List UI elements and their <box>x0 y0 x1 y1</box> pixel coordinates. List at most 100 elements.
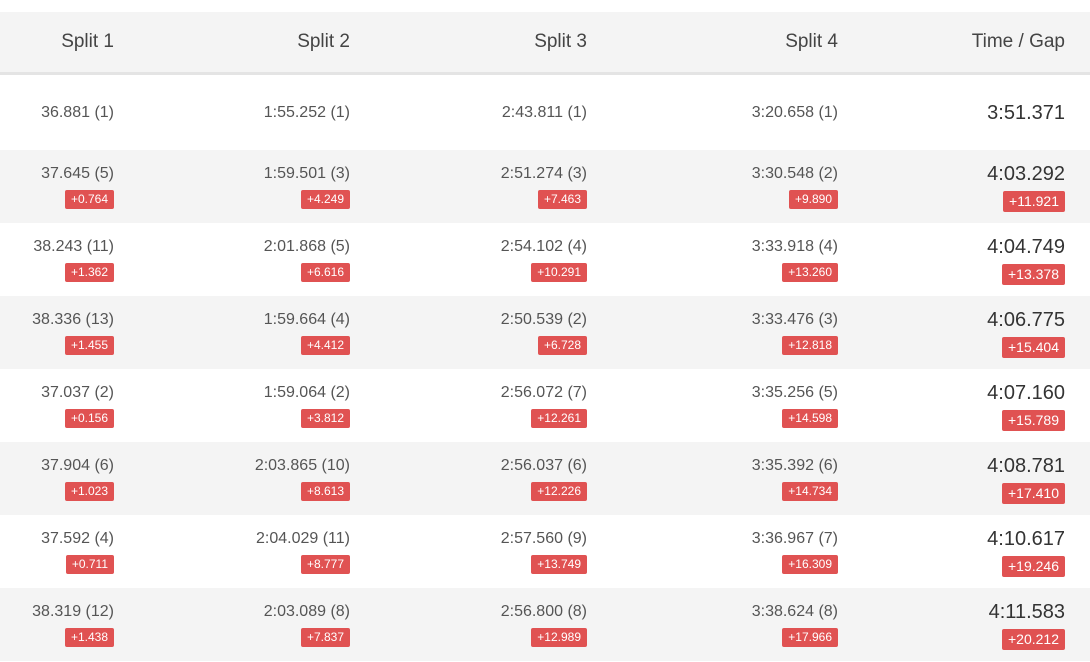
gap-badge: +12.261 <box>531 409 587 428</box>
time-cell: 4:04.749 +13.378 <box>838 223 1065 296</box>
split-3-cell: 2:43.811 (1) <box>350 75 587 150</box>
gap-badge: +1.438 <box>64 628 114 647</box>
column-header-label: Split 1 <box>61 31 114 52</box>
gap-badge: +9.890 <box>788 190 838 209</box>
table-row[interactable]: 37.592 (4) +0.711 2:04.029 (11) +8.777 2:5… <box>0 515 1090 588</box>
gap-badge: +4.249 <box>300 190 350 209</box>
split-1-cell: 37.592 (4) +0.711 <box>0 515 114 588</box>
table-row[interactable]: 38.243 (11) +1.362 2:01.868 (5) +6.616 2:5… <box>0 223 1090 296</box>
gap-badge: +10.291 <box>531 263 587 282</box>
split-time: 37.592 (4) <box>41 530 114 547</box>
gap-badge: +12.818 <box>782 336 838 355</box>
split-time: 37.904 (6) <box>41 457 114 474</box>
time-cell: 4:06.775 +15.404 <box>838 296 1065 369</box>
gap-badge: +7.463 <box>537 190 587 209</box>
split-time: 38.319 (12) <box>32 603 114 620</box>
total-time: 4:08.781 <box>987 454 1065 477</box>
total-gap-badge: +20.212 <box>1002 628 1065 650</box>
total-time: 4:10.617 <box>987 527 1065 550</box>
column-header-time-gap[interactable]: Time / Gap <box>838 12 1065 72</box>
split-time: 2:04.029 (11) <box>256 530 350 547</box>
table-row[interactable]: 38.319 (12) +1.438 2:03.089 (8) +7.837 2:5… <box>0 588 1090 661</box>
split-time: 3:33.918 (4) <box>751 238 838 255</box>
split-3-cell: 2:50.539 (2) +6.728 <box>350 296 587 369</box>
column-header-split-3[interactable]: Split 3 <box>350 12 587 72</box>
total-time: 4:03.292 <box>987 162 1065 185</box>
split-2-cell: 2:03.089 (8) +7.837 <box>114 588 350 661</box>
split-2-cell: 1:59.064 (2) +3.812 <box>114 369 350 442</box>
split-3-cell: 2:56.037 (6) +12.226 <box>350 442 587 515</box>
table-row[interactable]: 37.037 (2) +0.156 1:59.064 (2) +3.812 2:56… <box>0 369 1090 442</box>
split-time: 1:59.064 (2) <box>263 384 350 401</box>
split-time: 2:57.560 (9) <box>500 530 587 547</box>
table-row[interactable]: 37.645 (5) +0.764 1:59.501 (3) +4.249 2:51… <box>0 150 1090 223</box>
split-2-cell: 1:55.252 (1) <box>114 75 350 150</box>
split-time: 2:01.868 (5) <box>263 238 350 255</box>
gap-badge: +13.749 <box>531 555 587 574</box>
split-time: 2:56.037 (6) <box>500 457 587 474</box>
time-cell: 4:07.160 +15.789 <box>838 369 1065 442</box>
column-header-split-4[interactable]: Split 4 <box>587 12 838 72</box>
split-3-cell: 2:57.560 (9) +13.749 <box>350 515 587 588</box>
total-time: 3:51.371 <box>987 101 1065 124</box>
split-1-cell: 37.037 (2) +0.156 <box>0 369 114 442</box>
time-cell: 4:08.781 +17.410 <box>838 442 1065 515</box>
split-time: 2:51.274 (3) <box>500 165 587 182</box>
split-4-cell: 3:35.256 (5) +14.598 <box>587 369 838 442</box>
gap-badge: +14.598 <box>782 409 838 428</box>
column-header-split-1[interactable]: Split 1 <box>0 12 114 72</box>
gap-badge: +16.309 <box>782 555 838 574</box>
split-4-cell: 3:38.624 (8) +17.966 <box>587 588 838 661</box>
split-4-cell: 3:30.548 (2) +9.890 <box>587 150 838 223</box>
total-gap-badge: +17.410 <box>1002 482 1065 504</box>
total-gap-badge: +15.404 <box>1002 336 1065 358</box>
split-time: 3:35.392 (6) <box>751 457 838 474</box>
split-1-cell: 38.319 (12) +1.438 <box>0 588 114 661</box>
split-2-cell: 2:04.029 (11) +8.777 <box>114 515 350 588</box>
split-time: 2:03.089 (8) <box>263 603 350 620</box>
total-gap-badge: +15.789 <box>1002 409 1065 431</box>
split-time: 1:59.664 (4) <box>263 311 350 328</box>
gap-badge: +0.764 <box>64 190 114 209</box>
time-cell: 4:10.617 +19.246 <box>838 515 1065 588</box>
split-time: 37.037 (2) <box>41 384 114 401</box>
gap-badge: +3.812 <box>300 409 350 428</box>
gap-badge: +8.613 <box>300 482 350 501</box>
split-time: 38.243 (11) <box>33 238 114 255</box>
split-time: 2:43.811 (1) <box>501 103 587 121</box>
split-time: 2:56.800 (8) <box>500 603 587 620</box>
split-time: 2:56.072 (7) <box>500 384 587 401</box>
split-4-cell: 3:35.392 (6) +14.734 <box>587 442 838 515</box>
total-time: 4:06.775 <box>987 308 1065 331</box>
split-time: 1:59.501 (3) <box>263 165 350 182</box>
split-time: 36.881 (1) <box>41 103 114 121</box>
gap-badge: +1.362 <box>64 263 114 282</box>
gap-badge: +6.728 <box>537 336 587 355</box>
split-1-cell: 37.645 (5) +0.764 <box>0 150 114 223</box>
time-cell: 4:11.583 +20.212 <box>838 588 1065 661</box>
table-header: Split 1 Split 2 Split 3 Split 4 Time / G… <box>0 12 1090 75</box>
split-2-cell: 2:03.865 (10) +8.613 <box>114 442 350 515</box>
column-header-label: Split 2 <box>297 31 350 52</box>
split-2-cell: 2:01.868 (5) +6.616 <box>114 223 350 296</box>
table-row[interactable]: 38.336 (13) +1.455 1:59.664 (4) +4.412 2:5… <box>0 296 1090 369</box>
table-row[interactable]: 37.904 (6) +1.023 2:03.865 (10) +8.613 2:5… <box>0 442 1090 515</box>
gap-badge: +14.734 <box>782 482 838 501</box>
time-cell: 4:03.292 +11.921 <box>838 150 1065 223</box>
column-header-split-2[interactable]: Split 2 <box>114 12 350 72</box>
split-4-cell: 3:33.918 (4) +13.260 <box>587 223 838 296</box>
gap-badge: +0.156 <box>64 409 114 428</box>
split-time: 2:03.865 (10) <box>254 457 350 474</box>
split-3-cell: 2:56.072 (7) +12.261 <box>350 369 587 442</box>
gap-badge: +17.966 <box>782 628 838 647</box>
split-3-cell: 2:56.800 (8) +12.989 <box>350 588 587 661</box>
split-4-cell: 3:33.476 (3) +12.818 <box>587 296 838 369</box>
split-1-cell: 38.243 (11) +1.362 <box>0 223 114 296</box>
total-gap-badge: +13.378 <box>1002 263 1065 285</box>
split-time: 1:55.252 (1) <box>263 103 350 121</box>
table-row[interactable]: 36.881 (1) 1:55.252 (1) 2:43.811 (1) 3:2… <box>0 75 1090 150</box>
split-time: 38.336 (13) <box>32 311 114 328</box>
split-time: 3:38.624 (8) <box>751 603 838 620</box>
split-time: 3:30.548 (2) <box>751 165 838 182</box>
split-1-cell: 36.881 (1) <box>0 75 114 150</box>
